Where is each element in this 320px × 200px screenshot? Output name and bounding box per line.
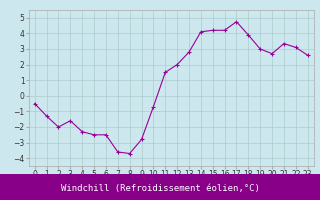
Text: Windchill (Refroidissement éolien,°C): Windchill (Refroidissement éolien,°C) bbox=[60, 184, 260, 193]
